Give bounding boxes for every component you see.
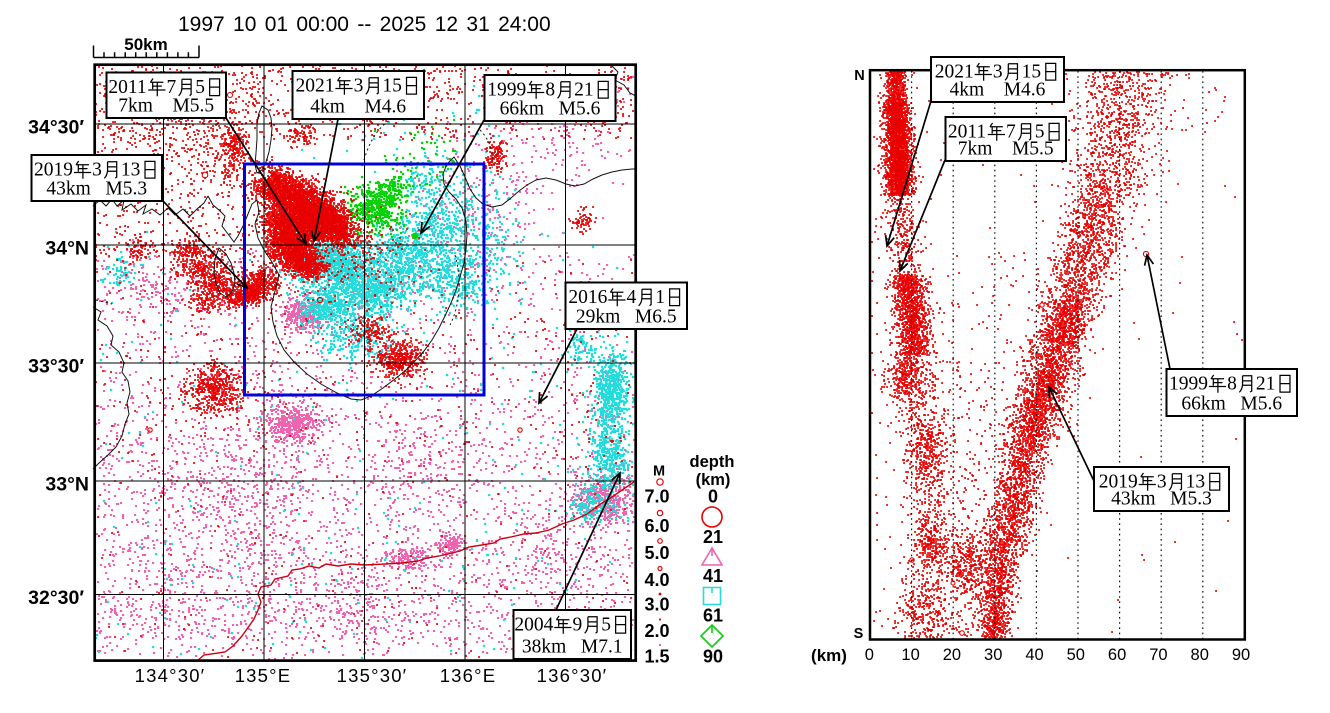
svg-text:2021: 2021 [295,76,334,97]
svg-text:90: 90 [1232,646,1250,664]
svg-text:4km M4.6: 4km M4.6 [310,97,406,118]
svg-text:2011: 2011 [108,77,146,98]
svg-text:136°E: 136°E [440,665,497,686]
svg-text:(km): (km) [811,646,847,665]
svg-text:8: 8 [545,80,555,101]
svg-text:2016: 2016 [568,287,607,308]
svg-text:3: 3 [92,160,102,181]
svg-text:34°N: 34°N [45,238,89,260]
svg-text:2019: 2019 [1099,472,1138,493]
svg-text:134°30′: 134°30′ [135,665,206,686]
svg-text:61: 61 [703,606,723,626]
svg-text:135°E: 135°E [235,665,292,686]
svg-text:43km M5.3: 43km M5.3 [46,179,147,200]
svg-text:7: 7 [1006,122,1016,143]
svg-text:6.0: 6.0 [644,516,669,536]
svg-text:136°30′: 136°30′ [537,665,608,686]
svg-text:21: 21 [1256,374,1276,395]
svg-text:0: 0 [708,487,718,507]
svg-text:29km M6.5: 29km M6.5 [576,307,677,328]
svg-text:5: 5 [601,615,611,636]
svg-text:1999: 1999 [1169,374,1208,395]
svg-text:7km M5.5: 7km M5.5 [118,96,214,117]
svg-text:135°30′: 135°30′ [337,665,408,686]
svg-text:66km M5.6: 66km M5.6 [500,99,601,120]
svg-text:20: 20 [943,646,961,664]
svg-text:60: 60 [1108,646,1126,664]
svg-text:70: 70 [1149,646,1167,664]
svg-text:30: 30 [984,646,1002,664]
svg-text:0: 0 [865,646,874,664]
svg-text:1997 10 01 00:00 -- 2025 12 31: 1997 10 01 00:00 -- 2025 12 31 24:00 [178,13,551,36]
svg-text:13: 13 [1186,472,1206,493]
svg-text:2019: 2019 [34,160,73,181]
svg-text:10: 10 [901,646,919,664]
svg-text:7.0: 7.0 [644,487,669,507]
svg-text:13: 13 [121,160,140,181]
svg-text:4: 4 [626,287,636,308]
svg-text:1999: 1999 [487,80,526,101]
svg-text:2021: 2021 [935,62,974,83]
svg-text:N: N [854,68,864,84]
svg-text:21: 21 [703,527,723,547]
svg-text:4.0: 4.0 [644,570,669,590]
svg-text:15: 15 [382,76,402,97]
svg-text:90: 90 [703,647,723,667]
svg-text:4km M4.6: 4km M4.6 [950,80,1046,101]
svg-text:5.0: 5.0 [644,543,669,563]
svg-text:32°30′: 32°30′ [28,587,84,609]
svg-text:34°30′: 34°30′ [28,117,84,139]
svg-text:8: 8 [1227,374,1237,395]
svg-text:S: S [854,626,864,642]
svg-text:7: 7 [166,77,176,98]
svg-text:5: 5 [195,77,205,98]
svg-text:1: 1 [655,287,665,308]
svg-text:21: 21 [574,80,594,101]
svg-text:40: 40 [1025,646,1043,664]
svg-text:7km M5.5: 7km M5.5 [958,139,1054,160]
svg-text:33°30′: 33°30′ [28,356,84,378]
svg-text:5: 5 [1035,122,1045,143]
svg-text:9: 9 [572,615,582,636]
svg-text:2.0: 2.0 [644,621,669,641]
svg-text:50: 50 [1067,646,1085,664]
svg-text:2011: 2011 [948,122,986,143]
svg-text:38km M7.1: 38km M7.1 [522,637,623,658]
svg-text:M: M [653,464,665,480]
svg-text:15: 15 [1022,62,1041,83]
svg-text:33°N: 33°N [45,474,89,496]
svg-text:3: 3 [993,62,1003,83]
svg-text:depth: depth [690,453,735,471]
svg-text:41: 41 [703,566,723,586]
svg-text:66km M5.6: 66km M5.6 [1181,394,1282,415]
svg-text:1.5: 1.5 [644,647,669,667]
svg-text:43km M5.3: 43km M5.3 [1111,489,1212,510]
svg-text:2004: 2004 [514,615,553,636]
svg-text:3.0: 3.0 [644,595,669,615]
svg-text:3: 3 [354,76,364,97]
svg-text:80: 80 [1191,646,1209,664]
svg-text:3: 3 [1157,472,1167,493]
svg-text:50km: 50km [124,35,167,54]
svg-text:(km): (km) [696,471,731,489]
